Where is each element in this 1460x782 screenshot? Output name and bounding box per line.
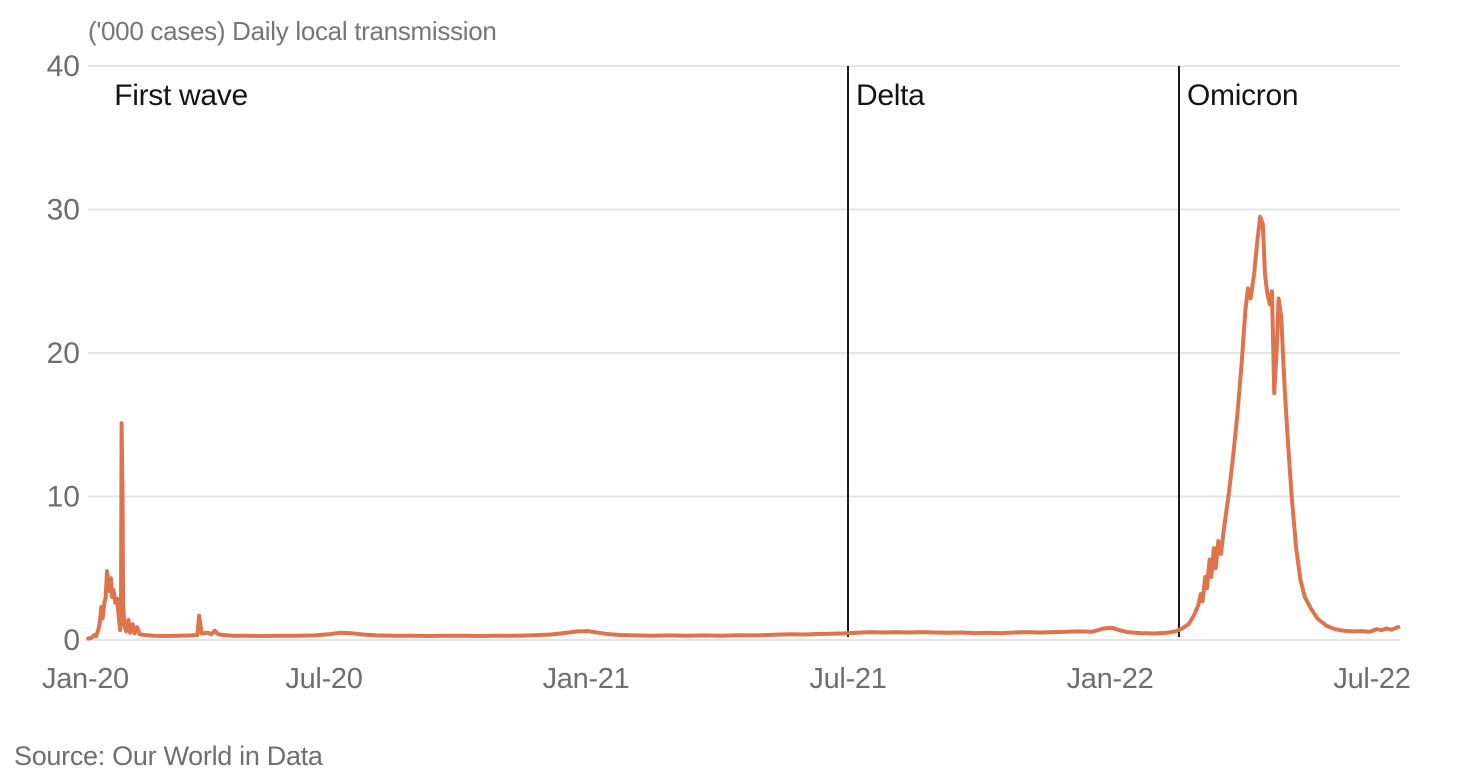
source-text: Source: Our World in Data [14,741,323,771]
x-tick-label: Jul-20 [285,663,362,695]
y-tick-label: 20 [47,337,80,370]
wave-annotation-label-first-wave: First wave [114,79,248,112]
transmission-line [86,214,1401,641]
y-tick-label: 0 [63,624,80,657]
wave-annotation-label-omicron: Omicron [1187,79,1298,112]
x-tick-label: Jan-20 [42,663,129,695]
x-tick-label: Jul-21 [809,663,886,695]
chart-title: ('000 cases) Daily local transmission [88,16,497,46]
wave-annotation-label-delta: Delta [856,79,925,112]
x-tick-label: Jan-21 [543,663,630,695]
y-tick-label: 10 [47,481,80,514]
x-tick-label: Jul-22 [1333,663,1410,695]
y-tick-label: 40 [47,50,80,83]
y-tick-label: 30 [47,194,80,227]
x-tick-label: Jan-22 [1067,663,1154,695]
